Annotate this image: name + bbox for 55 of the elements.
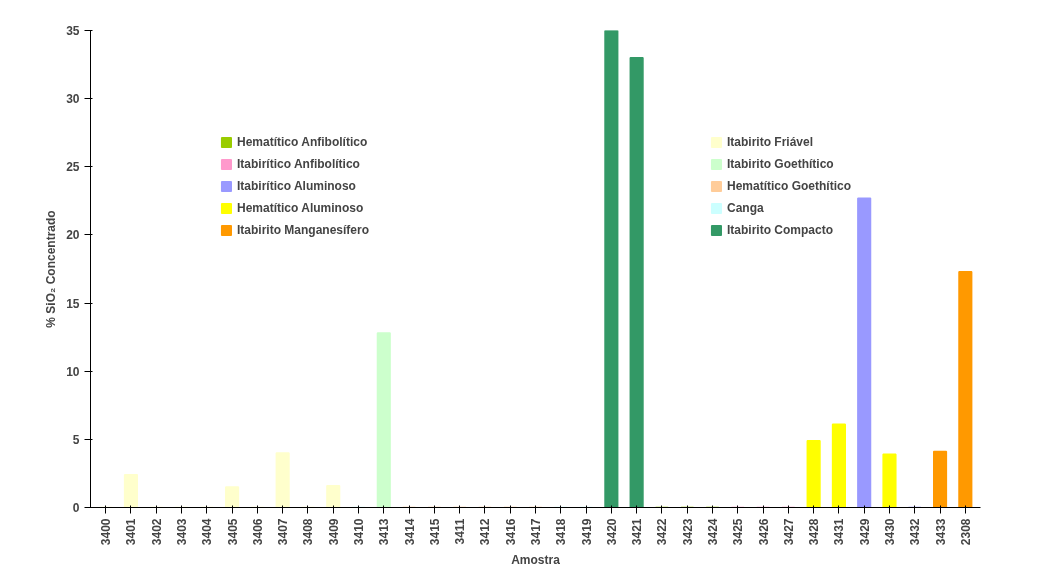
y-tick-label: 10 xyxy=(66,364,80,379)
y-tick-label: 25 xyxy=(66,160,80,175)
x-tick-label: 3411 xyxy=(453,518,468,545)
x-tick-label: 3420 xyxy=(604,518,619,546)
legend-label: Canga xyxy=(727,201,764,215)
x-tick-label: 3429 xyxy=(857,518,872,546)
x-tick-label: 3422 xyxy=(655,518,670,546)
legend-label: Itabirítico Anfibolítico xyxy=(237,157,360,171)
legend-label: Itabirito Friável xyxy=(727,135,814,149)
x-tick-label: 3408 xyxy=(301,518,316,546)
x-tick-label: 3418 xyxy=(554,518,569,546)
x-tick-label: 3424 xyxy=(705,518,720,546)
legend-label: Hematítico Aluminoso xyxy=(237,201,364,215)
x-tick-label: 3425 xyxy=(731,518,746,546)
x-tick-label: 3414 xyxy=(402,518,417,546)
x-tick-label: 3421 xyxy=(630,518,645,546)
x-tick-label: 3400 xyxy=(99,518,114,546)
x-tick-label: 3412 xyxy=(478,518,493,546)
x-tick-label: 3417 xyxy=(529,518,543,546)
x-tick-label: 3406 xyxy=(250,518,265,546)
x-tick-label: 3432 xyxy=(908,518,923,546)
y-tick-label: 35 xyxy=(66,24,80,38)
y-tick-label: 30 xyxy=(66,92,80,107)
x-tick-label: 3415 xyxy=(427,518,442,546)
x-tick-label: 3431 xyxy=(832,518,847,546)
y-tick-label: 15 xyxy=(66,296,80,311)
x-tick-label: 3419 xyxy=(579,518,594,546)
legend-label: Itabirítico Aluminoso xyxy=(237,179,356,193)
x-tick-label: 3430 xyxy=(882,518,897,546)
x-tick-label: 3428 xyxy=(807,518,822,546)
legend-label: Itabirito Manganesífero xyxy=(237,223,370,237)
x-tick-label: 3407 xyxy=(276,518,291,546)
x-tick-label: 3405 xyxy=(225,518,240,546)
y-tick-label: 5 xyxy=(72,432,80,447)
x-tick-label: 3404 xyxy=(200,518,215,546)
x-tick-label: 2308 xyxy=(958,518,973,546)
x-tick-label: 3401 xyxy=(124,518,139,546)
x-tick-label: 3433 xyxy=(933,518,948,546)
x-tick-label: 3426 xyxy=(756,518,771,546)
x-tick-label: 3427 xyxy=(781,518,796,546)
x-tick-label: 3410 xyxy=(352,518,367,546)
x-tick-label: 3416 xyxy=(503,518,518,546)
x-tick-label: 3409 xyxy=(326,518,341,546)
x-tick-label: 3413 xyxy=(377,518,392,546)
legend-label: Itabirito Compacto xyxy=(727,223,834,237)
x-tick-label: 3423 xyxy=(680,518,695,546)
legend-label: Itabirito Goethítico xyxy=(727,157,834,171)
legend-label: Hematítico Goethítico xyxy=(727,179,852,193)
y-tick-label: 0 xyxy=(72,501,80,515)
legend-label: Hematítico Anfibolítico xyxy=(237,135,368,149)
x-axis-title: Amostra xyxy=(511,553,561,568)
y-axis-title: % SiO₂ Concentrado xyxy=(44,210,59,328)
x-tick-label: 3403 xyxy=(175,518,190,546)
y-tick-label: 20 xyxy=(66,228,80,243)
x-tick-label: 3402 xyxy=(149,518,164,546)
